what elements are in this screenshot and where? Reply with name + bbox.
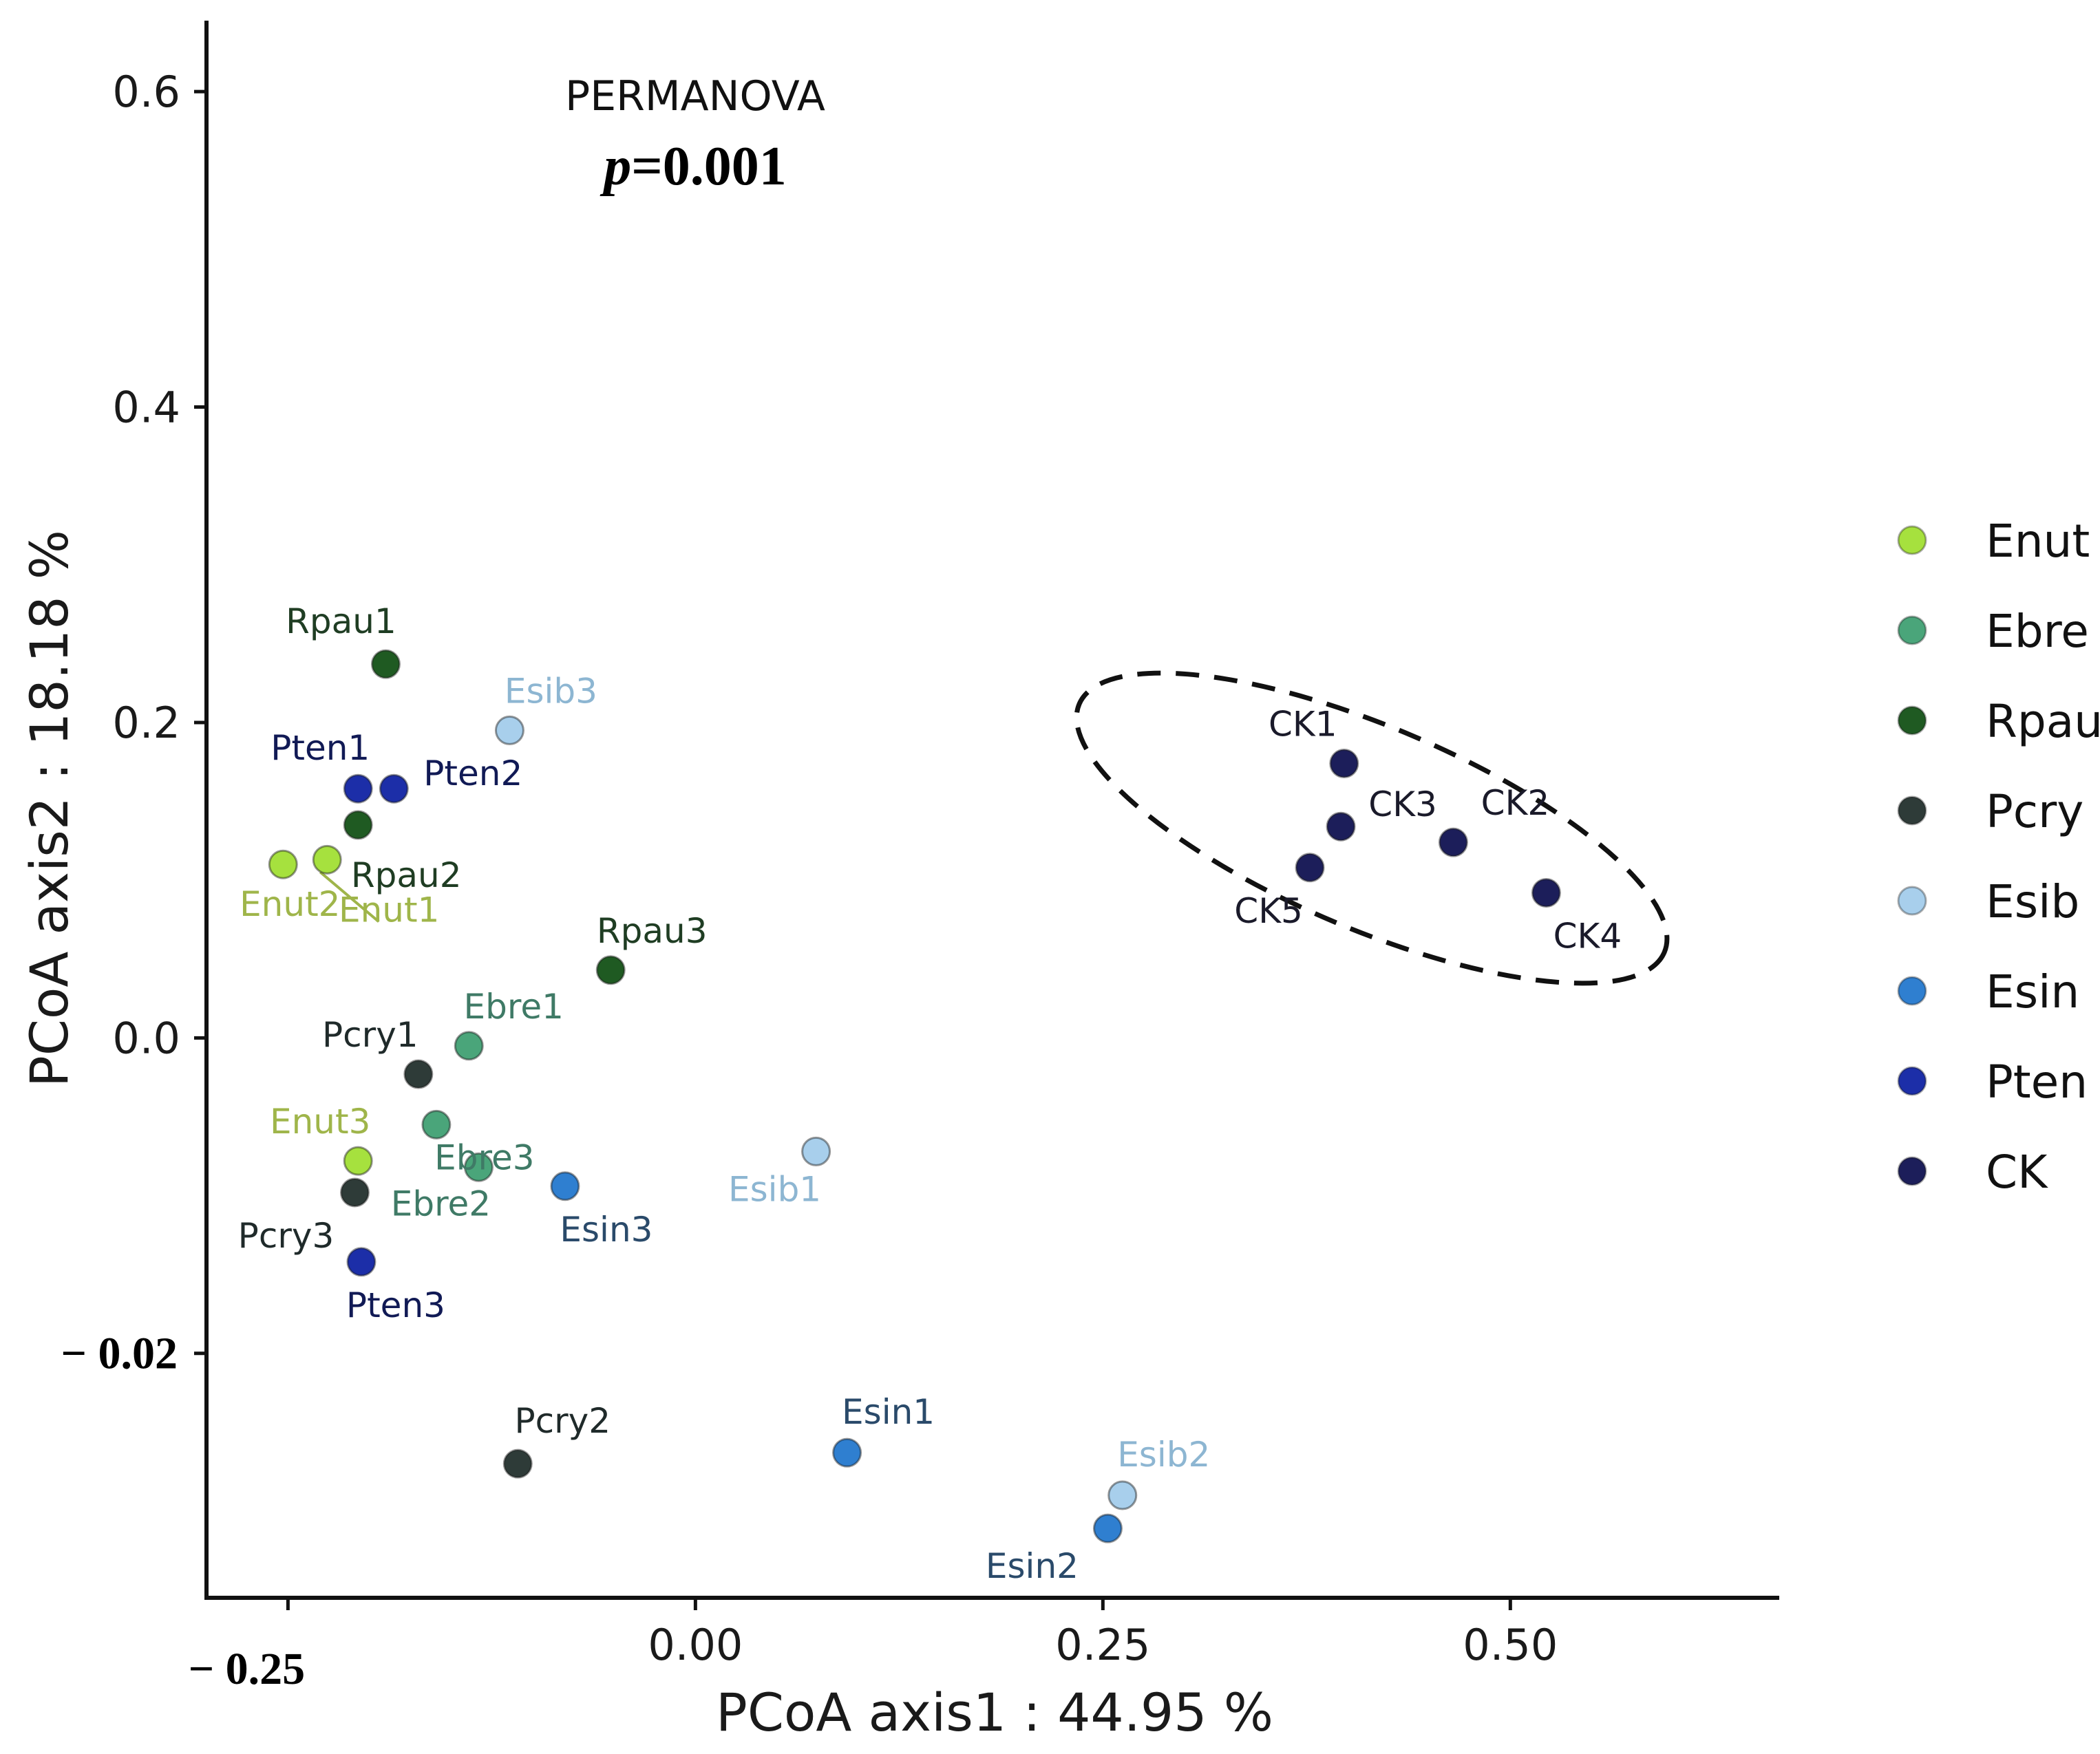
- legend-marker-esib: [1897, 886, 1927, 916]
- label-esin2: Esin2: [986, 1546, 1079, 1586]
- point-enut2: [268, 849, 298, 879]
- label-pten2: Pten2: [423, 753, 522, 793]
- x-tick-label: − 0.25: [189, 1644, 306, 1694]
- point-rpau2: [343, 810, 373, 840]
- label-pcry2: Pcry2: [514, 1401, 611, 1441]
- p-symbol: p: [600, 136, 631, 197]
- y-tick-label: 0.6: [112, 67, 180, 117]
- permanova-p-value: p=0.001: [600, 136, 787, 197]
- point-enut3: [343, 1146, 373, 1176]
- point-ebre2: [463, 1152, 494, 1182]
- label-ck3: CK3: [1368, 784, 1437, 824]
- point-ck5: [1295, 853, 1325, 883]
- legend-label-ck: CK: [1986, 1146, 2048, 1199]
- legend-marker-enut: [1897, 525, 1927, 555]
- permanova-title: PERMANOVA: [565, 72, 825, 120]
- label-ck2: CK2: [1481, 783, 1550, 823]
- label-pten1: Pten1: [271, 728, 370, 768]
- label-pcry1: Pcry1: [322, 1015, 418, 1055]
- legend-marker-esin: [1897, 976, 1927, 1006]
- point-rpau3: [595, 955, 626, 985]
- legend-label-esib: Esib: [1986, 875, 2079, 928]
- point-esib2: [1107, 1480, 1138, 1510]
- ck-group-ellipse: [1074, 670, 1670, 986]
- label-pten3: Pten3: [346, 1285, 445, 1325]
- axes: [204, 21, 1779, 1600]
- point-ck3: [1326, 811, 1356, 842]
- point-ebre3: [421, 1109, 452, 1140]
- label-ebre3: Ebre3: [434, 1137, 534, 1177]
- point-pten2: [379, 773, 409, 804]
- label-esib1: Esib1: [728, 1169, 821, 1209]
- point-esib1: [801, 1136, 831, 1166]
- y-tick-label: 0.4: [112, 383, 180, 433]
- ck-ellipse-layer: [1074, 670, 1670, 986]
- legend-label-esin: Esin: [1986, 965, 2079, 1018]
- label-enut3: Enut3: [270, 1102, 370, 1142]
- point-ck2: [1438, 827, 1468, 857]
- x-tick-label: 0.00: [648, 1620, 743, 1670]
- y-tick-label: − 0.02: [61, 1329, 178, 1379]
- point-ebre1: [454, 1031, 484, 1061]
- point-ck4: [1531, 877, 1561, 908]
- label-leaders: [319, 870, 380, 923]
- x-tick-label: 0.50: [1463, 1620, 1558, 1670]
- point-esin2: [1092, 1513, 1123, 1543]
- x-tick-label: 0.25: [1055, 1620, 1150, 1670]
- legend-label-pcry: Pcry: [1986, 785, 2083, 838]
- legend-label-enut: Enut: [1986, 515, 2090, 568]
- point-rpau1: [370, 649, 401, 679]
- point-esin3: [550, 1171, 580, 1201]
- point-pcry3: [339, 1177, 370, 1208]
- legend-label-pten: Pten: [1986, 1056, 2088, 1109]
- point-pten1: [343, 773, 373, 804]
- data-points: [268, 649, 1561, 1543]
- label-rpau1: Rpau1: [286, 601, 396, 641]
- label-ck5: CK5: [1234, 891, 1303, 931]
- point-pcry1: [403, 1059, 434, 1089]
- label-esib3: Esib3: [505, 671, 597, 711]
- legend: Enut Ebre Rpau Pcry Esib Esin Pten CK: [1897, 515, 2100, 1199]
- label-pcry3: Pcry3: [238, 1216, 335, 1256]
- label-enut2: Enut2: [240, 884, 340, 924]
- legend-label-rpau: Rpau: [1986, 695, 2100, 748]
- point-esin1: [832, 1437, 862, 1468]
- label-rpau3: Rpau3: [597, 911, 708, 951]
- legend-marker-ck: [1897, 1156, 1927, 1186]
- label-esin3: Esin3: [560, 1210, 653, 1250]
- point-enut1: [312, 844, 342, 875]
- y-tick-label: 0.0: [112, 1013, 180, 1063]
- legend-marker-pten: [1897, 1066, 1927, 1096]
- x-axis-title: PCoA axis1 : 44.95 %: [716, 1682, 1273, 1743]
- label-ebre2: Ebre2: [391, 1184, 491, 1223]
- label-esib2: Esib2: [1117, 1435, 1210, 1475]
- y-tick-label: 0.2: [112, 698, 180, 748]
- legend-marker-pcry: [1897, 795, 1927, 826]
- leader-enut1: [319, 870, 380, 923]
- p-number: =0.001: [631, 136, 787, 197]
- point-pcry2: [502, 1448, 533, 1479]
- label-rpau2: Rpau2: [351, 855, 462, 895]
- y-axis-title: PCoA axis2 : 18.18 %: [19, 530, 80, 1087]
- label-ck1: CK1: [1269, 705, 1337, 745]
- point-pten3: [346, 1247, 376, 1277]
- label-enut1: Enut1: [339, 890, 439, 930]
- point-ck1: [1329, 749, 1359, 779]
- axis-ticks: − 0.25 0.00 0.25 0.50 0.6 0.4 0.2 0.0 − 0.02: [61, 67, 1558, 1694]
- label-ebre1: Ebre1: [464, 987, 564, 1027]
- point-esib3: [494, 715, 524, 745]
- legend-marker-ebre: [1897, 615, 1927, 645]
- label-esin1: Esin1: [842, 1392, 935, 1432]
- legend-marker-rpau: [1897, 705, 1927, 736]
- legend-label-ebre: Ebre: [1986, 605, 2089, 658]
- label-ck4: CK4: [1553, 916, 1622, 956]
